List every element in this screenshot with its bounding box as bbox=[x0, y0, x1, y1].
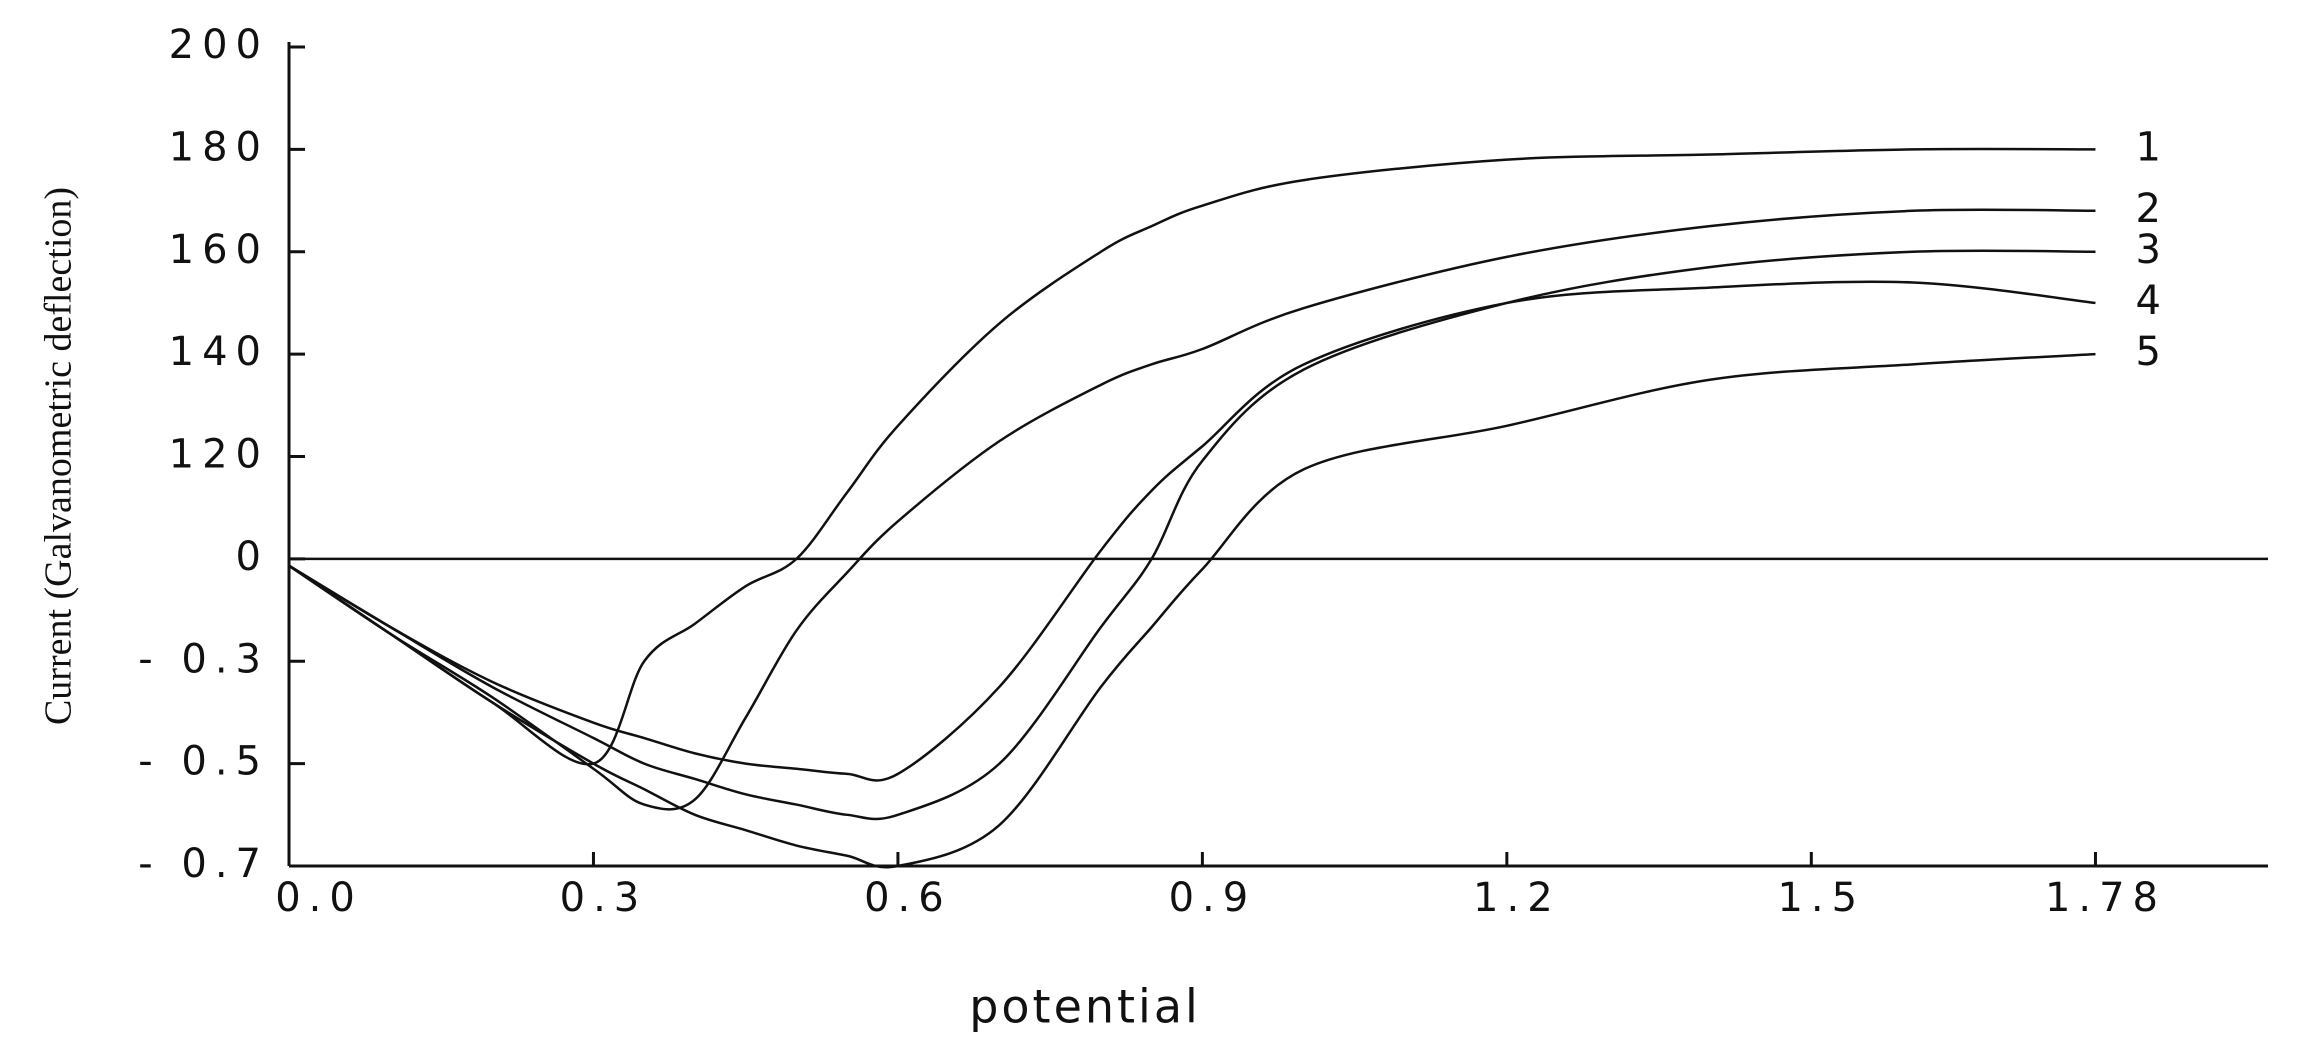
y-tick-label: 0 bbox=[236, 534, 269, 580]
curve-label: 3 bbox=[2135, 227, 2160, 273]
x-tick-label: 1.2 bbox=[1473, 875, 1561, 921]
curve-label: 5 bbox=[2135, 329, 2160, 375]
y-tick-label: 140 bbox=[169, 329, 269, 375]
y-tick-label: 160 bbox=[169, 227, 269, 273]
curve-label: 2 bbox=[2135, 186, 2160, 232]
y-tick-label: - 0.7 bbox=[138, 841, 269, 887]
x-axis-label: potential bbox=[969, 980, 1201, 1034]
y-tick-label: 200 bbox=[169, 22, 269, 68]
y-tick-label: 180 bbox=[169, 124, 269, 170]
y-axis-label: Current (Galvanometric deflection) bbox=[38, 187, 80, 725]
x-tick-label: 1.78 bbox=[2045, 875, 2166, 921]
curve bbox=[288, 280, 2096, 782]
x-tick-label: 0.6 bbox=[864, 875, 952, 921]
x-tick-label: 0.3 bbox=[560, 875, 648, 921]
curve bbox=[288, 208, 2096, 811]
x-tick-label: 0.9 bbox=[1169, 875, 1257, 921]
y-tick-label: - 0.5 bbox=[138, 739, 269, 785]
curve-label: 1 bbox=[2135, 124, 2160, 170]
curve bbox=[288, 352, 2096, 869]
x-tick-label: 0.0 bbox=[275, 875, 363, 921]
curve-label: 4 bbox=[2135, 278, 2160, 324]
curve bbox=[288, 249, 2096, 821]
y-tick-label: 120 bbox=[169, 432, 269, 478]
x-tick-label: 1.5 bbox=[1777, 875, 1865, 921]
y-tick-label: - 0.3 bbox=[138, 636, 269, 682]
curve bbox=[288, 147, 2096, 766]
